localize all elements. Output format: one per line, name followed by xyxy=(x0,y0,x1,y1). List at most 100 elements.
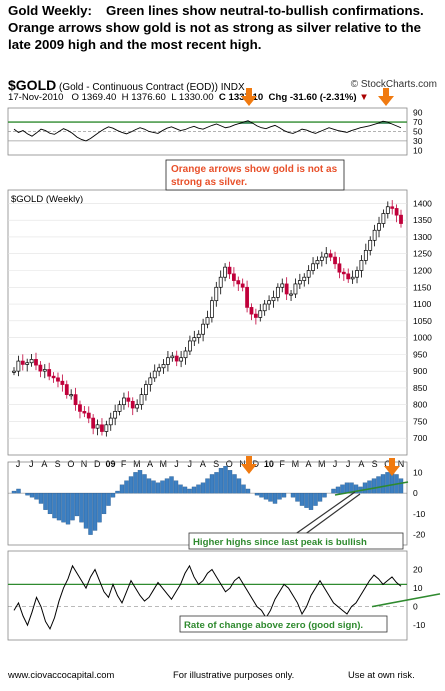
price-candle-body xyxy=(319,256,324,261)
price-candle-body xyxy=(223,266,227,278)
price-candle-body xyxy=(144,384,148,395)
instrument-name: (Gold - Continuous Contract (EOD)) xyxy=(59,82,218,93)
momentum-bar xyxy=(56,492,62,521)
price-candle-body xyxy=(227,266,232,275)
momentum-bar xyxy=(169,476,174,494)
price-x-tick-label: A xyxy=(200,459,206,469)
price-candle-body xyxy=(210,300,214,318)
price-candle-body xyxy=(161,364,166,369)
momentum-bar xyxy=(295,492,300,502)
price-tick-label: 1350 xyxy=(413,215,432,225)
momentum-bar xyxy=(25,492,30,496)
momentum-bar xyxy=(362,482,368,494)
momentum-bar xyxy=(155,482,161,494)
price-candle-body xyxy=(328,253,333,258)
momentum-bar xyxy=(335,486,341,494)
price-x-tick-label: A xyxy=(306,459,312,469)
price-candle-body xyxy=(95,424,100,429)
price-candle-body xyxy=(275,286,280,298)
momentum-bar xyxy=(106,492,111,506)
price-candle-body xyxy=(64,384,69,395)
chart-title-row: $GOLD (Gold - Continuous Contract (EOD))… xyxy=(8,77,245,93)
price-candle-body xyxy=(350,276,355,280)
price-x-tick-label: F xyxy=(279,459,285,469)
price-tick-label: 900 xyxy=(413,366,427,376)
price-x-tick-label: 09 xyxy=(105,459,115,469)
orange-note-box xyxy=(165,159,345,191)
price-x-tick-label: A xyxy=(358,459,364,469)
price-candle-body xyxy=(34,359,38,366)
price-candle-body xyxy=(399,214,403,224)
momentum-bar xyxy=(376,476,381,494)
price-candle-body xyxy=(289,293,293,296)
price-candle-body xyxy=(363,250,368,261)
momentum-bar xyxy=(29,492,35,498)
momentum-bar xyxy=(11,490,17,494)
rsi-tick-label: 30 xyxy=(413,136,423,146)
caption-line1: Green lines show neutral-to-bullish conf… xyxy=(106,3,424,18)
price-candle-body xyxy=(293,283,298,295)
annotation-layer: Orange arrows show gold is not as strong … xyxy=(165,88,404,633)
momentum-bar xyxy=(380,474,386,494)
orange-arrow-rsi-2-shaft xyxy=(383,88,389,96)
orange-note-line2: strong as silver. xyxy=(171,177,247,188)
price-candle-body xyxy=(130,400,135,409)
quote-high: H 1376.60 xyxy=(121,92,166,103)
price-tick-label: 1050 xyxy=(413,316,432,326)
price-candle-body xyxy=(381,213,386,224)
price-x-tick-label: J xyxy=(29,459,34,469)
price-candle-body xyxy=(249,307,254,315)
momentum-bar xyxy=(142,474,147,494)
momentum-bar xyxy=(223,465,228,494)
roc-note-box xyxy=(179,615,388,633)
price-candle-body xyxy=(205,317,210,325)
momentum-bar xyxy=(259,492,264,498)
momentum-bar xyxy=(281,492,287,498)
price-candle-body xyxy=(29,359,34,364)
quote-close: C 1337.10 xyxy=(218,92,264,103)
orange-arrow-rsi-1-head xyxy=(241,96,257,106)
rsi-tick-label: 70 xyxy=(413,117,423,127)
price-tick-label: 1200 xyxy=(413,266,432,276)
brand-watermark: © StockCharts.com xyxy=(350,79,437,90)
price-tick-label: 1300 xyxy=(413,232,432,242)
price-candle-body xyxy=(108,417,113,426)
price-candle-body xyxy=(253,313,258,318)
momentum-bar xyxy=(110,492,116,498)
price-x-tick-label: S xyxy=(372,459,378,469)
momentum-bar xyxy=(268,492,273,502)
price-candle-body xyxy=(135,404,140,409)
price-candle-body xyxy=(306,270,311,278)
higher-highs-line xyxy=(334,481,409,496)
price-candle-body xyxy=(73,394,78,406)
price-tick-label: 800 xyxy=(413,400,427,410)
price-candle-body xyxy=(394,208,399,216)
price-candle-body xyxy=(148,377,153,385)
footer-risk: Use at own risk. xyxy=(348,669,415,680)
price-candle-body xyxy=(284,283,289,295)
momentum-bar xyxy=(88,492,93,535)
momentum-bar xyxy=(16,488,21,494)
momentum-bar xyxy=(209,474,215,494)
momentum-bar xyxy=(124,480,129,494)
momentum-bar xyxy=(227,470,233,494)
orange-arrow-hist-2-shaft xyxy=(389,458,395,466)
momentum-tick-label: 10 xyxy=(413,467,423,477)
quote-date: 17-Nov-2010 xyxy=(8,92,64,103)
price-candle-body xyxy=(170,355,175,359)
orange-note-line1: Orange arrows show gold is not as xyxy=(171,164,338,175)
price-x-tick-label: N xyxy=(398,459,405,469)
rsi-tick-label: 90 xyxy=(413,108,423,118)
rsi-tick-label: 50 xyxy=(413,127,423,137)
momentum-bar xyxy=(313,492,318,506)
quote-row: 17-Nov-2010 O 1369.40 H 1376.60 L 1330.0… xyxy=(8,92,369,103)
price-candle-body xyxy=(113,411,118,419)
symbol: $GOLD xyxy=(8,77,57,93)
momentum-bar xyxy=(344,482,350,494)
price-x-tick-label: O xyxy=(226,459,233,469)
momentum-bar xyxy=(263,492,269,500)
price-candle-body xyxy=(372,229,377,241)
price-tick-label: 1400 xyxy=(413,198,432,208)
price-candle-body xyxy=(236,280,241,285)
